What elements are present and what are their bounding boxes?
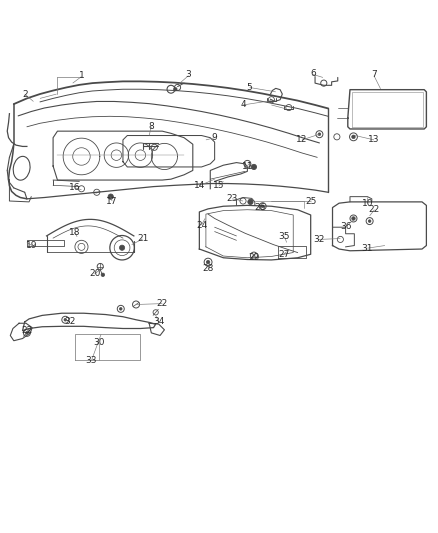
Text: 15: 15 — [213, 181, 225, 190]
Text: 23: 23 — [226, 195, 238, 203]
Text: 10: 10 — [362, 199, 373, 208]
Circle shape — [101, 273, 105, 277]
Text: 19: 19 — [26, 241, 38, 250]
Circle shape — [108, 194, 113, 199]
Text: 6: 6 — [310, 69, 316, 78]
Text: 30: 30 — [93, 338, 105, 348]
Circle shape — [120, 308, 122, 310]
Text: 28: 28 — [202, 264, 214, 273]
Text: 8: 8 — [148, 122, 154, 131]
Text: 14: 14 — [194, 181, 205, 190]
Circle shape — [120, 245, 125, 251]
Text: 9: 9 — [212, 133, 218, 142]
Circle shape — [173, 87, 177, 91]
Text: 33: 33 — [86, 356, 97, 365]
Text: 25: 25 — [305, 197, 316, 206]
Text: 24: 24 — [196, 221, 207, 230]
Text: 26: 26 — [255, 203, 266, 212]
Text: 2: 2 — [22, 90, 28, 99]
Text: 22: 22 — [369, 205, 380, 214]
Text: 3: 3 — [186, 70, 191, 79]
Circle shape — [206, 261, 210, 264]
Text: 36: 36 — [340, 222, 351, 231]
Circle shape — [352, 217, 355, 220]
Text: 31: 31 — [362, 244, 373, 253]
Text: 11: 11 — [242, 161, 253, 171]
Circle shape — [318, 133, 321, 135]
Text: 18: 18 — [69, 228, 81, 237]
Circle shape — [251, 164, 257, 169]
Text: 22: 22 — [21, 326, 32, 335]
Text: 21: 21 — [137, 235, 148, 244]
Text: 13: 13 — [368, 135, 380, 144]
Text: 32: 32 — [313, 235, 324, 244]
Text: 29: 29 — [248, 253, 260, 262]
Circle shape — [248, 199, 253, 205]
Text: 16: 16 — [69, 183, 81, 192]
Circle shape — [352, 135, 355, 139]
Circle shape — [261, 205, 264, 207]
Text: 4: 4 — [240, 100, 246, 109]
Text: 35: 35 — [279, 232, 290, 241]
Text: 17: 17 — [106, 197, 118, 206]
Circle shape — [25, 332, 28, 334]
Text: 1: 1 — [78, 71, 85, 80]
Text: 34: 34 — [153, 318, 164, 326]
Text: 20: 20 — [89, 269, 100, 278]
Text: 5: 5 — [247, 83, 252, 92]
Text: 12: 12 — [296, 135, 307, 144]
Text: 7: 7 — [371, 70, 377, 79]
Circle shape — [64, 318, 67, 321]
Circle shape — [368, 220, 371, 222]
Text: 22: 22 — [157, 299, 168, 308]
Text: 27: 27 — [278, 250, 290, 259]
Text: 32: 32 — [64, 318, 75, 326]
